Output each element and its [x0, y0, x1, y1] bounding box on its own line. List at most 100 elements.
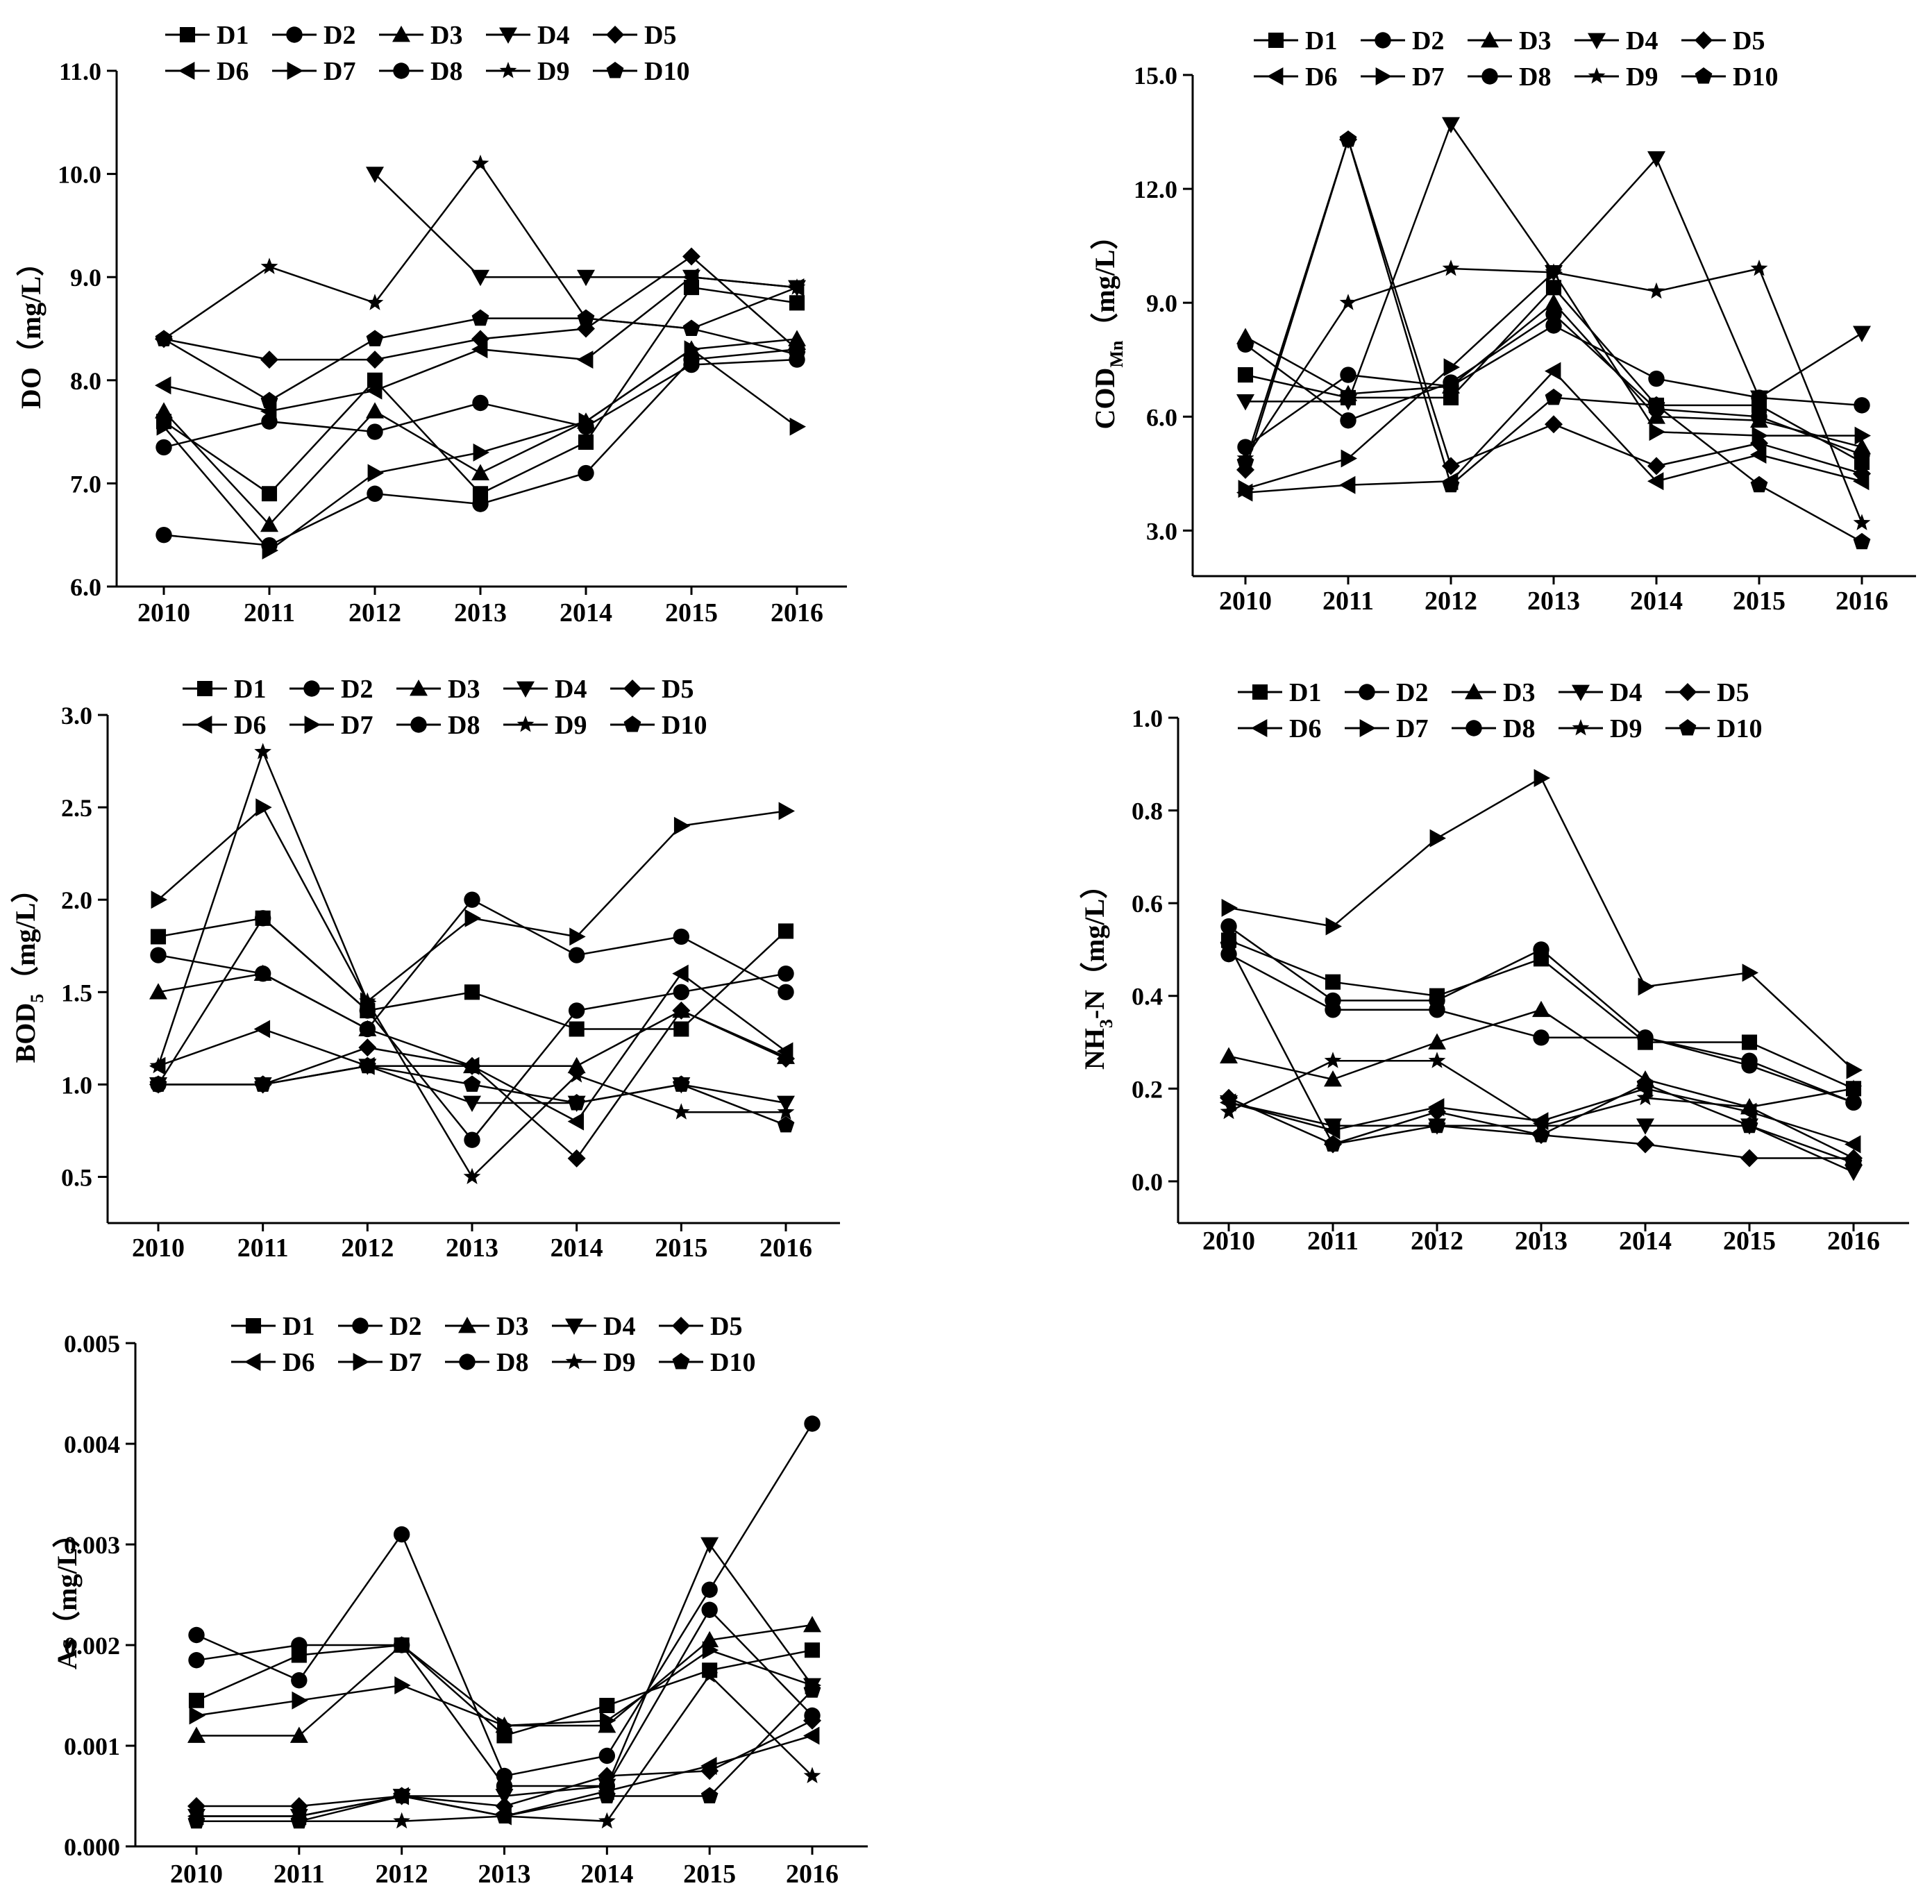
legend-marker-d9 [516, 716, 535, 732]
x-tick-label: 2014 [1630, 587, 1683, 616]
data-point-d7-2016 [778, 802, 795, 820]
y-axis-label-subscript: 5 [27, 994, 47, 1003]
legend-label-d5: D5 [710, 1312, 742, 1341]
legend-marker-d4 [565, 1318, 583, 1335]
data-point-d1-2015 [673, 1021, 689, 1037]
y-tick-label: 0.005 [64, 1330, 120, 1358]
y-tick-label: 0.001 [64, 1733, 120, 1760]
y-tick-label: 2.5 [61, 794, 92, 822]
legend-marker-d1 [179, 26, 196, 43]
legend-marker-d4 [499, 27, 517, 44]
legend-label-d5: D5 [1733, 26, 1765, 56]
data-point-d1-2010 [1237, 367, 1254, 383]
x-tick-label: 2011 [237, 1233, 289, 1263]
data-point-d10-2015 [700, 1787, 719, 1803]
legend-marker-d10 [606, 62, 624, 78]
data-point-d7-2015 [673, 816, 691, 835]
x-tick-label: 2013 [446, 1233, 498, 1263]
data-point-d2-2013 [464, 891, 480, 908]
data-point-d1-2011 [1325, 974, 1341, 990]
x-tick-label: 2013 [478, 1860, 531, 1889]
data-point-d10-2014 [577, 309, 595, 326]
data-point-d2-2011 [1340, 367, 1356, 383]
data-point-d6-2015 [682, 268, 699, 287]
data-point-d9-2013 [463, 1168, 481, 1184]
data-point-d10-2010 [1236, 453, 1254, 470]
data-point-d2-2010 [188, 1626, 205, 1644]
data-point-d8-2010 [188, 1652, 205, 1669]
data-point-d6-2016 [1845, 1135, 1861, 1154]
data-point-d8-2010 [1237, 336, 1254, 353]
y-axis-label-main: As [51, 1639, 83, 1669]
legend-marker-d9 [499, 62, 517, 78]
data-point-d8-2011 [1340, 412, 1356, 429]
data-point-d7-2013 [473, 443, 489, 462]
data-point-d5-2014 [1647, 457, 1665, 475]
data-point-d2-2016 [1854, 397, 1870, 414]
data-point-d4-2012 [366, 167, 384, 183]
chart-panel-as: 0.000 0.001 0.002 0.003 0.004 0.005 2010 2011 20… [51, 1312, 868, 1889]
data-point-d9-2015 [700, 1666, 719, 1683]
data-point-d1-2015 [1741, 1034, 1758, 1050]
data-point-d8-2013 [472, 394, 489, 412]
legend-label-d3: D3 [1519, 26, 1551, 56]
data-point-d7-2011 [255, 798, 272, 817]
data-point-d9-2012 [393, 1812, 410, 1829]
data-point-d7-2011 [292, 1691, 308, 1710]
data-point-d6-2014 [577, 351, 594, 369]
y-tick-label: 0.000 [64, 1833, 120, 1861]
legend-label-d8: D8 [1519, 62, 1551, 92]
series-d7 [156, 340, 806, 559]
data-point-d9-2011 [254, 743, 271, 759]
legend-marker-d4 [516, 681, 535, 698]
y-axis-label-subscript: 3 [1096, 1019, 1116, 1028]
y-tick-label: 0.6 [1132, 890, 1163, 918]
legend-marker-d8 [393, 62, 410, 79]
y-axis-label-unit: （mg/L） [10, 875, 41, 994]
data-point-d2-2015 [673, 928, 690, 945]
y-axis-label-main: NH [1079, 1028, 1110, 1070]
data-point-d3-2012 [358, 1020, 377, 1036]
x-tick-label: 2010 [137, 598, 190, 627]
data-point-d10-2011 [1339, 130, 1357, 147]
legend-marker-d4 [1588, 33, 1606, 49]
data-point-d10-2013 [1545, 388, 1563, 405]
data-point-d4-2013 [471, 269, 489, 287]
legend-label-d7: D7 [341, 711, 373, 740]
data-point-d10-2013 [1532, 1126, 1550, 1143]
data-point-d9-2015 [1740, 1098, 1758, 1115]
chart-panel-codmn: 3.0 6.0 9.0 12.0 15.0 2010 2011 2012 2013 2014 201… [1089, 26, 1916, 616]
data-point-d8-2013 [464, 1131, 480, 1148]
x-tick-label: 2010 [132, 1233, 185, 1263]
data-point-d7-2016 [789, 417, 806, 436]
legend-marker-d5 [672, 1317, 690, 1335]
y-tick-label: 2.0 [61, 886, 92, 914]
legend-label-d2: D2 [1396, 678, 1428, 707]
y-tick-label: 11.0 [59, 58, 101, 85]
legend-label-d10: D10 [644, 57, 689, 86]
data-point-d2-2015 [701, 1581, 718, 1598]
x-tick-label: 2015 [655, 1233, 707, 1263]
x-tick-label: 2016 [1836, 587, 1888, 616]
y-tick-label: 3.0 [61, 702, 92, 730]
data-point-d7-2010 [1238, 480, 1254, 498]
data-point-d6-2015 [700, 1757, 717, 1775]
legend-label-d1: D1 [1305, 26, 1337, 56]
x-tick-label: 2015 [665, 598, 718, 627]
data-point-d8-2013 [496, 1778, 513, 1794]
data-point-d6-2013 [471, 340, 488, 359]
legend-label-d1: D1 [217, 21, 249, 50]
data-point-d3-2016 [788, 330, 806, 346]
legend-marker-d7 [304, 716, 321, 734]
data-point-d4-2013 [495, 1789, 514, 1805]
y-tick-label: 7.0 [70, 470, 101, 498]
data-point-d6-2010 [1220, 1093, 1236, 1112]
y-axis-label-unit: -N（mg/L） [1079, 871, 1110, 1019]
data-point-d10-2014 [1636, 1075, 1654, 1092]
data-point-d1-2011 [261, 486, 278, 502]
data-point-d10-2015 [1750, 475, 1768, 493]
data-point-d8-2015 [683, 356, 700, 373]
y-tick-label: 10.0 [58, 161, 101, 189]
data-point-d8-2012 [1443, 374, 1459, 391]
data-point-d3-2011 [289, 1726, 308, 1743]
